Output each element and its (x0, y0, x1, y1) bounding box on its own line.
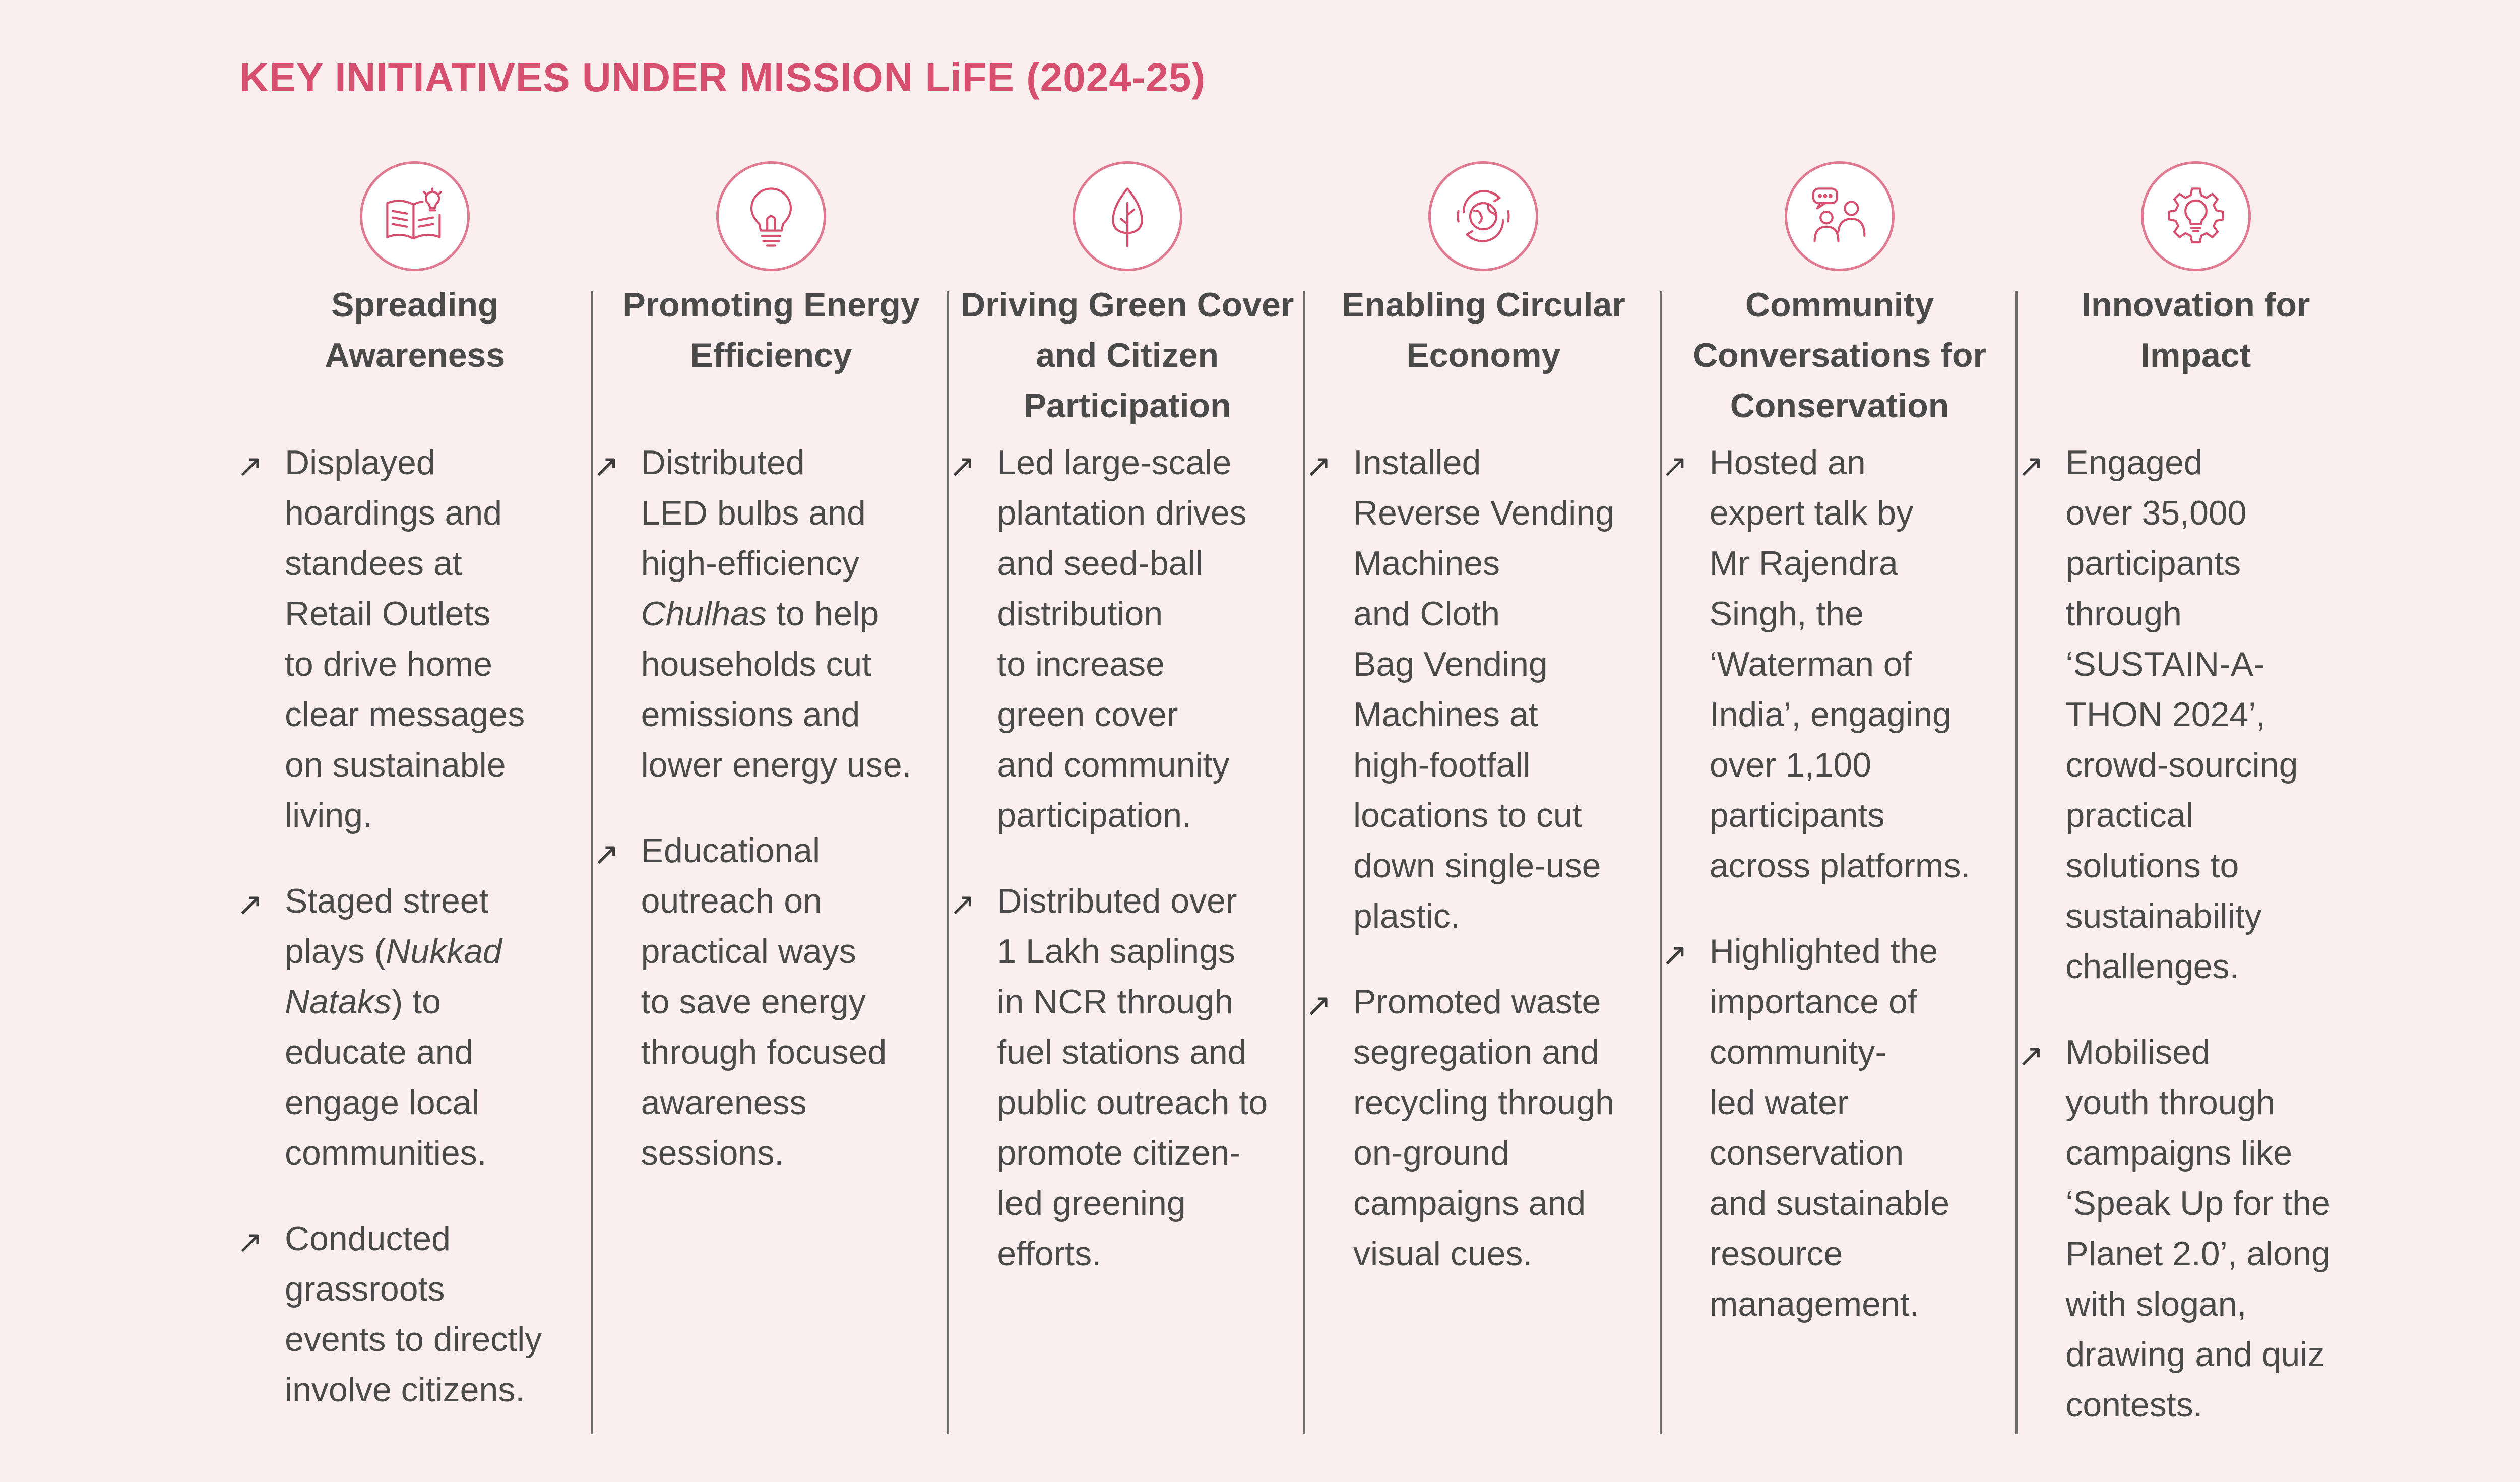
arrow-up-right-icon: ↗ (237, 887, 263, 922)
bullet-text: Hosted an expert talk by Mr Rajendra Sin… (1709, 443, 1971, 885)
arrow-up-right-icon: ↗ (949, 887, 976, 922)
bullet-text: Conducted grassroots events to directly … (285, 1219, 542, 1409)
column-heading: Spreading Awareness (325, 286, 506, 374)
recycle-globe-icon (1428, 161, 1539, 271)
arrow-up-right-icon: ↗ (237, 1225, 263, 1260)
bullet-text: Displayed hoardings and standees at Reta… (285, 443, 525, 834)
column-heading: Promoting Energy Efficiency (622, 286, 920, 374)
arrow-up-right-icon: ↗ (593, 837, 619, 872)
bullet-text: Mobilised youth through campaigns like ‘… (2065, 1033, 2330, 1424)
bullet-text: Distributed over 1 Lakh saplings in NCR … (997, 882, 1268, 1273)
people-conversation-icon (1785, 161, 1895, 271)
initiative-column-community-conversations: Community Conversations for Conservation… (1662, 161, 2018, 1436)
bullet-list: ↗ Displayed hoardings and standees at Re… (237, 437, 583, 1450)
bullet-text: Distributed LED bulbs and high-efficienc… (641, 443, 912, 784)
bullet-item: ↗ Installed Reverse Vending Machines and… (1305, 437, 1652, 941)
bullet-text: Staged street plays (Nukkad Nataks) to e… (285, 882, 502, 1172)
bullet-item: ↗ Displayed hoardings and standees at Re… (237, 437, 583, 841)
bullet-text: Promoted waste segregation and recycling… (1353, 983, 1614, 1273)
initiative-column-energy-efficiency: Promoting Energy Efficiency ↗ Distribute… (593, 161, 950, 1436)
arrow-up-right-icon: ↗ (2018, 1039, 2044, 1073)
initiative-column-innovation: Innovation for Impact ↗ Engaged over 35,… (2018, 161, 2374, 1436)
bullet-item: ↗ Engaged over 35,000 participants throu… (2018, 437, 2364, 992)
bullet-text: Led large-scale plantation drives and se… (997, 443, 1247, 834)
bullet-item: ↗ Highlighted the importance of communit… (1662, 926, 2008, 1329)
gear-lightbulb-icon (2140, 161, 2251, 271)
bullet-list: ↗ Engaged over 35,000 participants throu… (2018, 437, 2364, 1465)
tree-icon (1072, 161, 1182, 271)
lightbulb-icon (716, 161, 826, 271)
column-heading: Driving Green Cover and Citizen Particip… (961, 286, 1294, 425)
bullet-item: ↗ Hosted an expert talk by Mr Rajendra S… (1662, 437, 2008, 891)
bullet-list: ↗ Distributed LED bulbs and high-efficie… (593, 437, 939, 1213)
bullet-list: ↗ Hosted an expert talk by Mr Rajendra S… (1662, 437, 2008, 1365)
bullet-item: ↗ Promoted waste segregation and recycli… (1305, 977, 1652, 1279)
page-title: KEY INITIATIVES UNDER MISSION LiFE (2024… (239, 55, 1206, 100)
bullet-text: Educational outreach on practical ways t… (641, 831, 887, 1172)
bullet-text: Engaged over 35,000 participants through… (2065, 443, 2298, 986)
bullet-item: ↗ Conducted grassroots events to directl… (237, 1213, 583, 1415)
bullet-text: Highlighted the importance of community-… (1709, 932, 1950, 1323)
arrow-up-right-icon: ↗ (949, 449, 976, 484)
bullet-list: ↗ Installed Reverse Vending Machines and… (1305, 437, 1652, 1314)
bullet-item: ↗ Distributed over 1 Lakh saplings in NC… (949, 876, 1295, 1279)
open-book-lightbulb-icon (360, 161, 470, 271)
arrow-up-right-icon: ↗ (237, 449, 263, 484)
initiative-column-spreading-awareness: Spreading Awareness ↗ Displayed hoarding… (237, 161, 593, 1436)
bullet-item: ↗ Led large-scale plantation drives and … (949, 437, 1295, 841)
initiative-column-circular-economy: Enabling Circular Economy ↗ Installed Re… (1305, 161, 1662, 1436)
initiatives-columns: Spreading Awareness ↗ Displayed hoarding… (237, 161, 2374, 1436)
column-heading: Enabling Circular Economy (1341, 286, 1625, 374)
bullet-item: ↗ Mobilised youth through campaigns like… (2018, 1027, 2364, 1430)
arrow-up-right-icon: ↗ (1661, 938, 1688, 973)
arrow-up-right-icon: ↗ (1305, 449, 1332, 484)
column-heading: Community Conversations for Conservation (1693, 286, 1986, 425)
bullet-item: ↗ Staged street plays (Nukkad Nataks) to… (237, 876, 583, 1178)
bullet-item: ↗ Educational outreach on practical ways… (593, 825, 939, 1178)
bullet-item: ↗ Distributed LED bulbs and high-efficie… (593, 437, 939, 790)
arrow-up-right-icon: ↗ (1305, 988, 1332, 1023)
arrow-up-right-icon: ↗ (1661, 449, 1688, 484)
bullet-text: Installed Reverse Vending Machines and C… (1353, 443, 1614, 935)
initiative-column-green-cover: Driving Green Cover and Citizen Particip… (949, 161, 1305, 1436)
arrow-up-right-icon: ↗ (2018, 449, 2044, 484)
arrow-up-right-icon: ↗ (593, 449, 619, 484)
column-heading: Innovation for Impact (2082, 286, 2310, 374)
bullet-list: ↗ Led large-scale plantation drives and … (949, 437, 1295, 1314)
